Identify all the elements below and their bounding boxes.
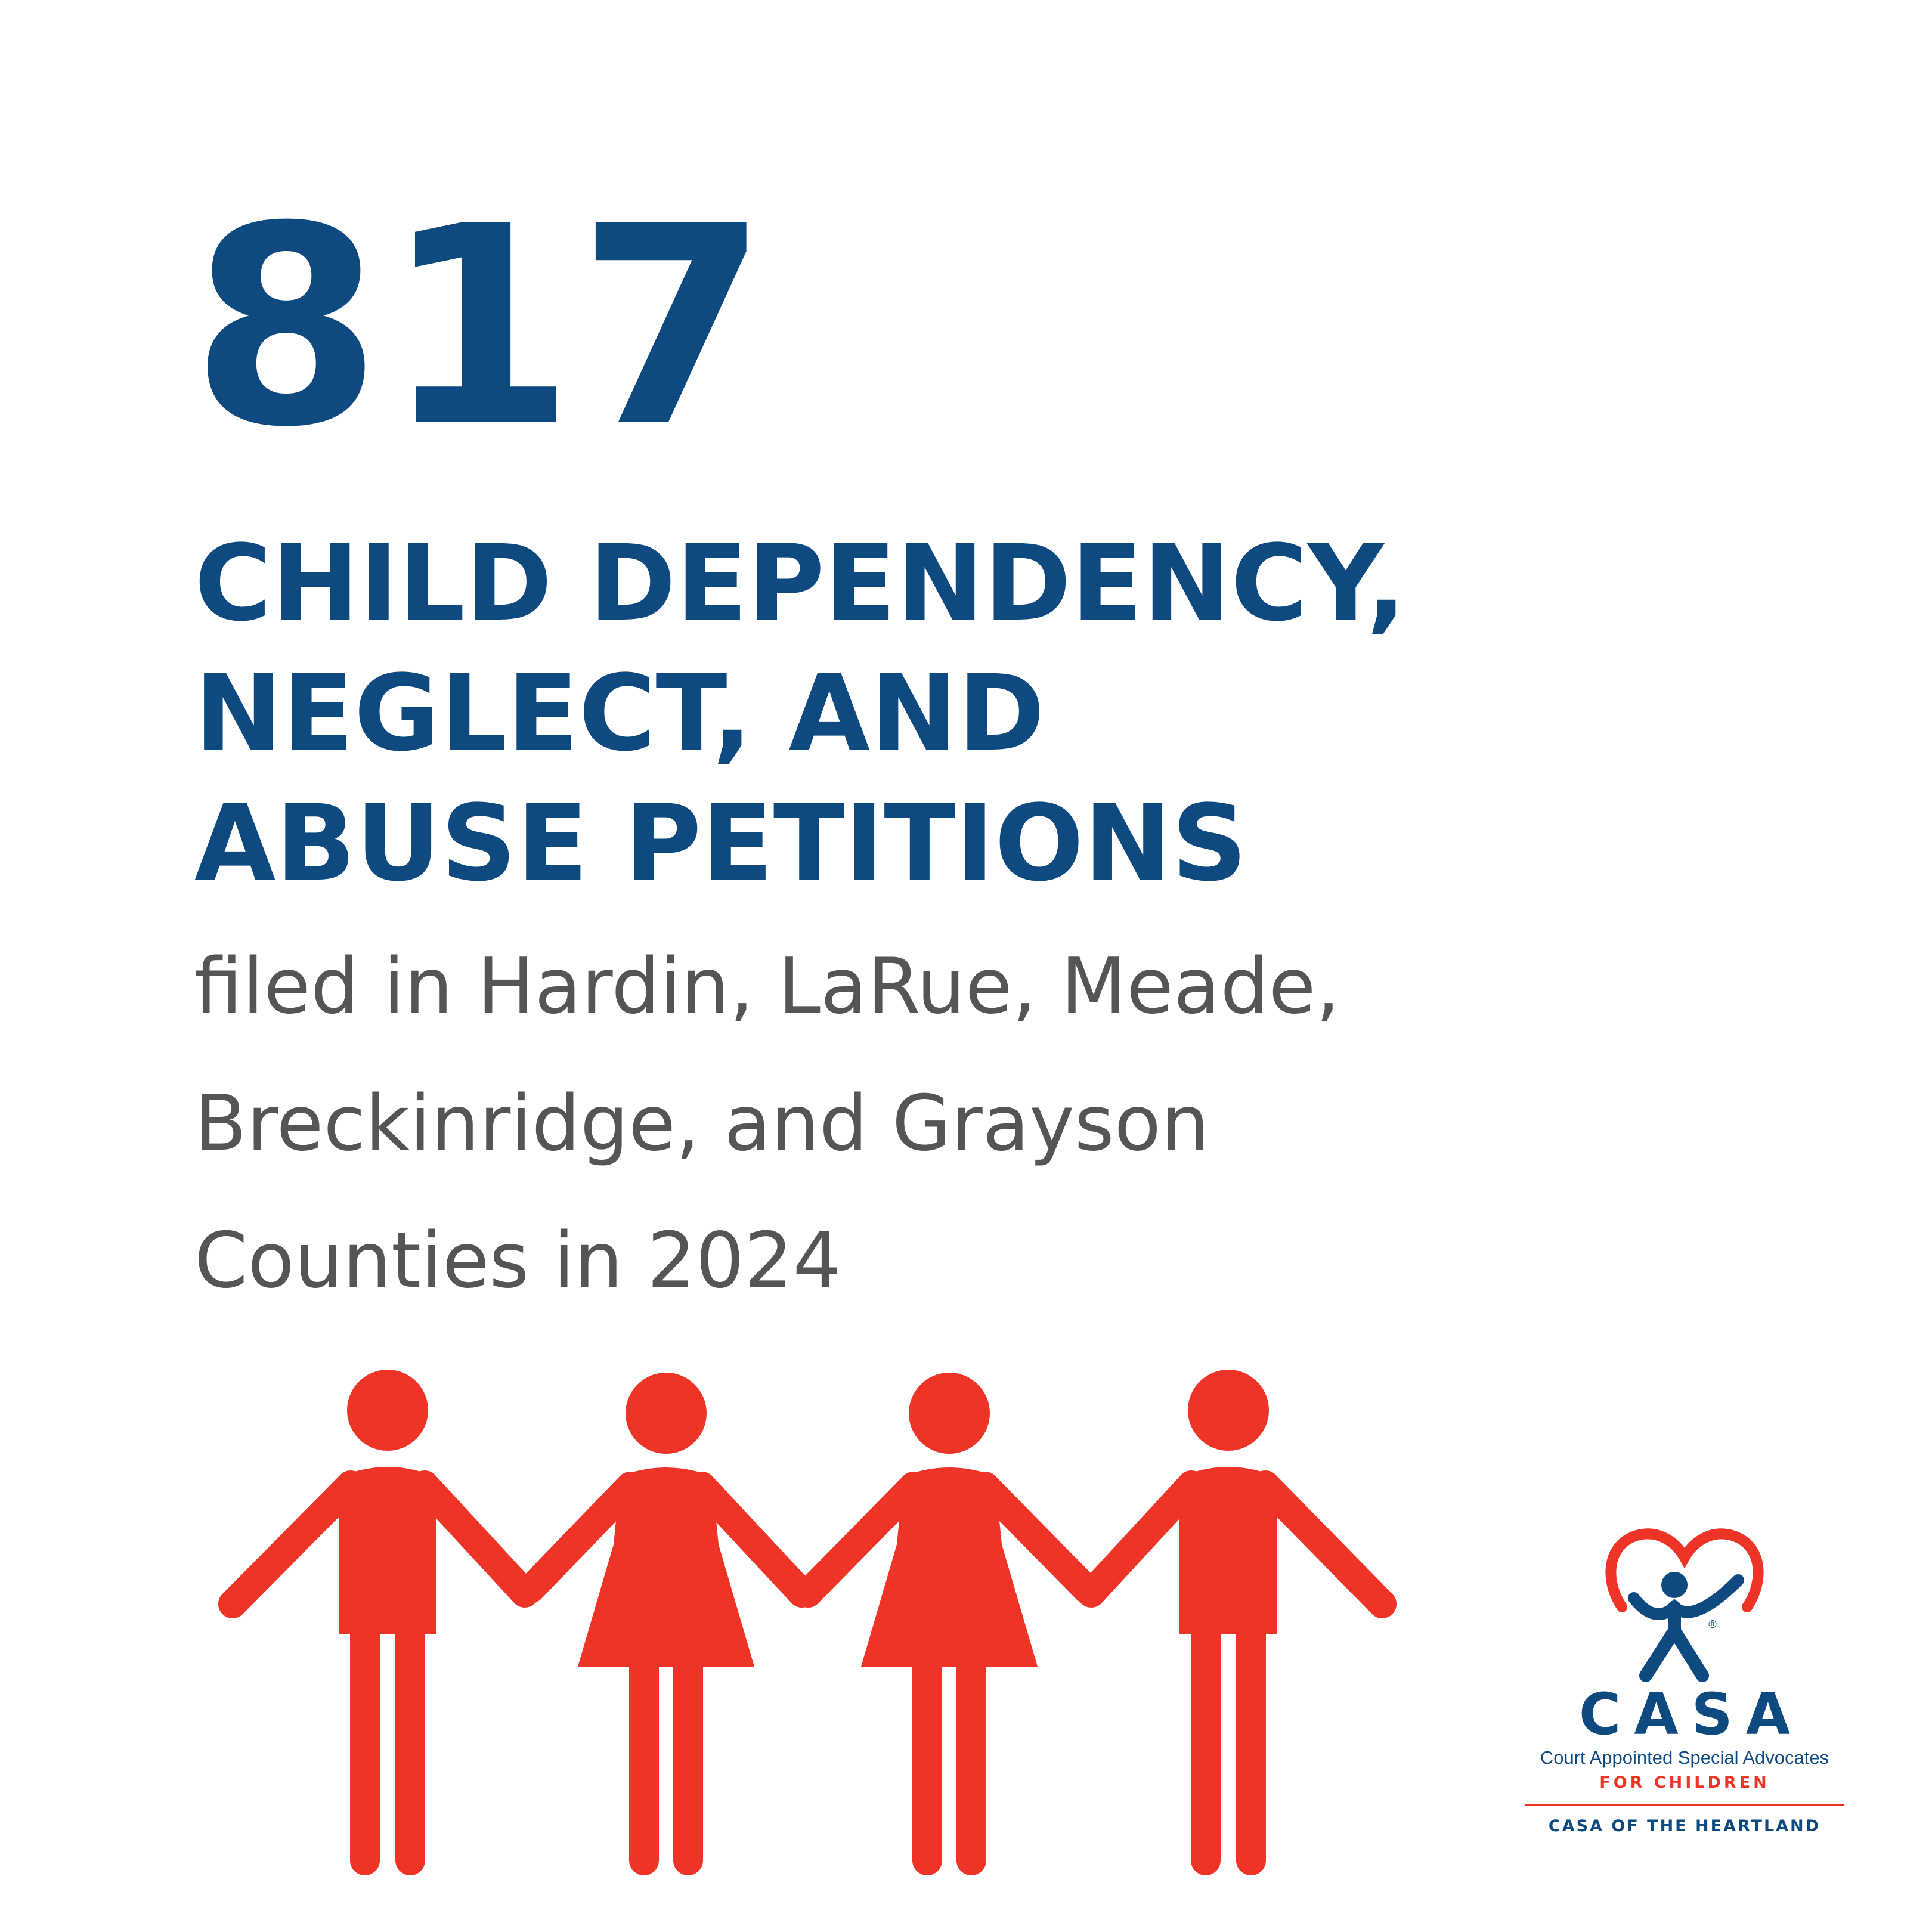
- casa-logo: ® CASA Court Appointed Special Advocates…: [1509, 1509, 1860, 1866]
- subtext: filed in Hardin, LaRue, Meade, Breckinri…: [194, 918, 1340, 1330]
- headline-line: CHILD DEPENDENCY,: [194, 522, 1407, 645]
- boy-figure-icon: [1077, 1370, 1397, 1875]
- girl-figure-icon: [516, 1373, 816, 1875]
- registered-mark: ®: [1707, 1618, 1718, 1631]
- logo-wordmark: CASA: [1578, 1681, 1804, 1748]
- subtext-line: Breckinridge, and Grayson: [194, 1079, 1209, 1168]
- logo-for-children: FOR CHILDREN: [1599, 1773, 1770, 1792]
- subtext-line: filed in Hardin, LaRue, Meade,: [194, 942, 1340, 1031]
- stat-number: 817: [191, 168, 771, 487]
- logo-divider: [1525, 1804, 1844, 1806]
- logo-org-name: CASA OF THE HEARTLAND: [1548, 1817, 1821, 1835]
- headline: CHILD DEPENDENCY, NEGLECT, AND ABUSE PET…: [194, 519, 1406, 909]
- logo-full-name: Court Appointed Special Advocates: [1540, 1747, 1829, 1768]
- girl-figure-icon: [794, 1373, 1101, 1875]
- people-holding-hands-icon: [218, 1370, 1397, 1875]
- subtext-line: Counties in 2024: [194, 1216, 841, 1305]
- headline-line: NEGLECT, AND: [194, 652, 1045, 775]
- casa-heart-figure-icon: ®: [1605, 1528, 1764, 1682]
- boy-figure-icon: [218, 1370, 539, 1875]
- headline-line: ABUSE PETITIONS: [194, 782, 1247, 905]
